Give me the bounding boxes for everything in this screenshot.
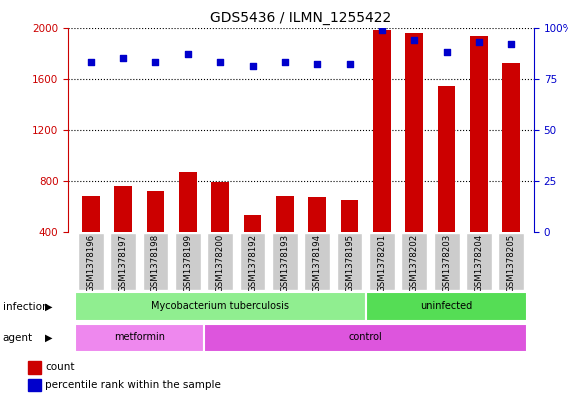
Text: GSM1378193: GSM1378193 <box>281 234 289 292</box>
FancyBboxPatch shape <box>204 324 528 352</box>
FancyBboxPatch shape <box>272 233 298 290</box>
Bar <box>308 197 326 283</box>
Text: GSM1378205: GSM1378205 <box>507 234 516 292</box>
Point <box>312 61 321 68</box>
Text: GSM1378202: GSM1378202 <box>410 234 419 292</box>
Text: GSM1378192: GSM1378192 <box>248 234 257 292</box>
Bar <box>211 182 229 283</box>
Point <box>442 49 451 55</box>
Bar <box>406 33 423 283</box>
Text: GSM1378197: GSM1378197 <box>119 234 128 292</box>
FancyBboxPatch shape <box>369 233 395 290</box>
Bar <box>179 172 197 283</box>
Bar <box>28 379 41 391</box>
FancyBboxPatch shape <box>110 233 136 290</box>
FancyBboxPatch shape <box>402 233 427 290</box>
FancyBboxPatch shape <box>207 233 233 290</box>
Text: agent: agent <box>3 333 33 343</box>
FancyBboxPatch shape <box>78 233 104 290</box>
Point <box>410 37 419 43</box>
Point <box>281 59 290 65</box>
Text: control: control <box>349 332 383 342</box>
FancyBboxPatch shape <box>74 292 366 321</box>
FancyBboxPatch shape <box>175 233 201 290</box>
Text: Mycobacterium tuberculosis: Mycobacterium tuberculosis <box>151 301 289 311</box>
Point <box>248 63 257 70</box>
FancyBboxPatch shape <box>240 233 265 290</box>
Bar <box>114 186 132 283</box>
Text: percentile rank within the sample: percentile rank within the sample <box>45 380 222 390</box>
Text: GSM1378194: GSM1378194 <box>313 234 321 292</box>
Bar <box>470 37 488 283</box>
Point <box>507 41 516 47</box>
Bar <box>147 191 164 283</box>
FancyBboxPatch shape <box>366 292 528 321</box>
Point <box>151 59 160 65</box>
FancyBboxPatch shape <box>143 233 169 290</box>
FancyBboxPatch shape <box>337 233 362 290</box>
Text: ▶: ▶ <box>44 301 52 312</box>
Title: GDS5436 / ILMN_1255422: GDS5436 / ILMN_1255422 <box>210 11 392 25</box>
Point <box>377 26 386 33</box>
Text: count: count <box>45 362 75 372</box>
Point <box>183 51 193 57</box>
Bar <box>28 361 41 373</box>
Text: ▶: ▶ <box>44 333 52 343</box>
FancyBboxPatch shape <box>433 233 460 290</box>
Bar <box>502 63 520 283</box>
Point <box>119 55 128 61</box>
Text: GSM1378195: GSM1378195 <box>345 234 354 292</box>
FancyBboxPatch shape <box>466 233 492 290</box>
FancyBboxPatch shape <box>74 324 204 352</box>
Text: GSM1378200: GSM1378200 <box>216 234 225 292</box>
Bar <box>82 196 100 283</box>
Bar <box>276 196 294 283</box>
Text: infection: infection <box>3 301 48 312</box>
Text: GSM1378196: GSM1378196 <box>86 234 95 292</box>
Bar <box>438 86 456 283</box>
Point <box>216 59 225 65</box>
Text: GSM1378199: GSM1378199 <box>183 234 193 292</box>
Point <box>474 39 483 45</box>
Text: GSM1378198: GSM1378198 <box>151 234 160 292</box>
Point <box>345 61 354 68</box>
Text: metformin: metformin <box>114 332 165 342</box>
FancyBboxPatch shape <box>498 233 524 290</box>
Bar <box>373 30 391 283</box>
Point <box>86 59 95 65</box>
Text: GSM1378201: GSM1378201 <box>377 234 386 292</box>
Text: uninfected: uninfected <box>420 301 473 311</box>
Text: GSM1378204: GSM1378204 <box>474 234 483 292</box>
Bar <box>341 200 358 283</box>
FancyBboxPatch shape <box>304 233 330 290</box>
Bar <box>244 215 261 283</box>
Text: GSM1378203: GSM1378203 <box>442 234 451 292</box>
